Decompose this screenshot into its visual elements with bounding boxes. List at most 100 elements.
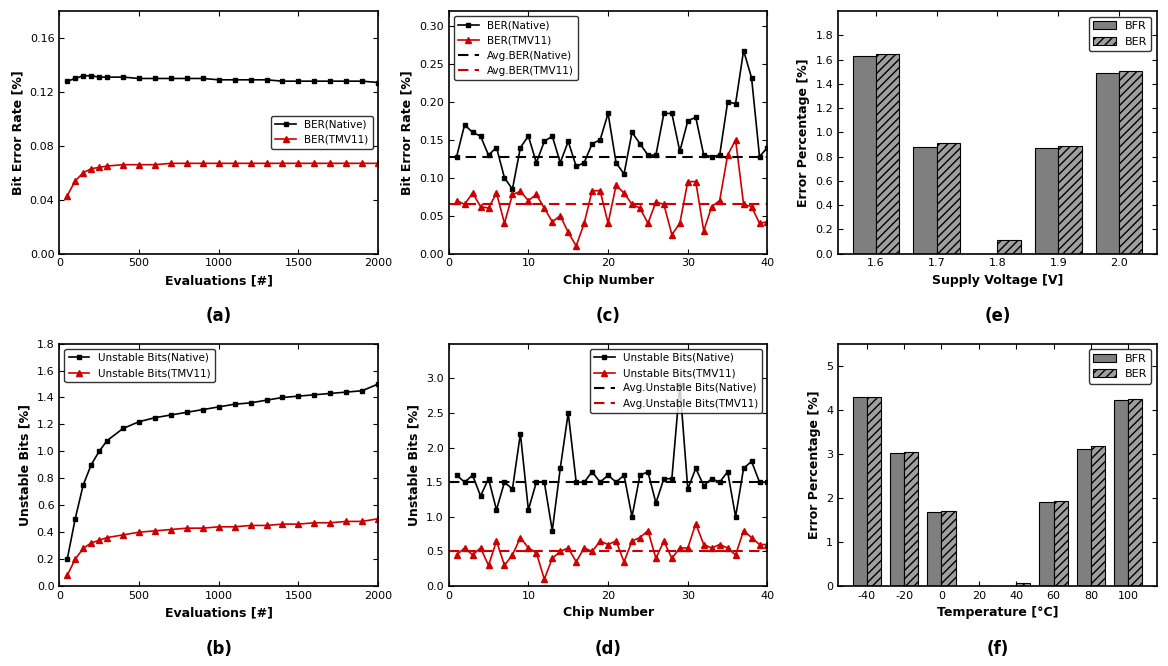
- BER(Native): [721, 98, 735, 106]
- BER(TMV11): [649, 198, 663, 206]
- Unstable Bits(TMV11): [681, 544, 695, 552]
- Unstable Bits(Native): [649, 499, 663, 507]
- BER(Native): [61, 77, 75, 85]
- BER(Native): [473, 132, 487, 140]
- Unstable Bits(TMV11): [577, 544, 591, 552]
- Unstable Bits(Native): [61, 555, 75, 563]
- BER(Native): [625, 129, 639, 137]
- Bar: [876, 53, 899, 254]
- BER(TMV11): [68, 177, 82, 185]
- Bar: [1128, 399, 1142, 586]
- Unstable Bits(Native): [641, 468, 655, 476]
- X-axis label: Chip Number: Chip Number: [563, 607, 654, 619]
- Bar: [1016, 583, 1030, 586]
- BER(Native): [489, 143, 503, 151]
- Unstable Bits(Native): [228, 400, 242, 408]
- Y-axis label: Bit Error Rate [%]: Bit Error Rate [%]: [401, 70, 413, 194]
- BER(TMV11): [521, 196, 535, 204]
- Unstable Bits(Native): [481, 475, 495, 483]
- Text: (a): (a): [206, 308, 231, 326]
- Unstable Bits(TMV11): [68, 555, 82, 563]
- Unstable Bits(TMV11): [466, 551, 480, 559]
- BER(TMV11): [744, 202, 758, 210]
- X-axis label: Supply Voltage [V]: Supply Voltage [V]: [932, 274, 1063, 287]
- BER(TMV11): [466, 189, 480, 197]
- Unstable Bits(Native): [656, 475, 670, 483]
- Legend: Unstable Bits(Native), Unstable Bits(TMV11), Avg.Unstable Bits(Native), Avg.Unst: Unstable Bits(Native), Unstable Bits(TMV…: [590, 349, 763, 413]
- Y-axis label: Bit Error Rate [%]: Bit Error Rate [%]: [12, 70, 25, 194]
- BER(Native): [656, 109, 670, 117]
- Unstable Bits(TMV11): [641, 527, 655, 535]
- Unstable Bits(Native): [529, 478, 543, 486]
- BER(Native): [633, 140, 647, 148]
- BER(TMV11): [712, 196, 726, 204]
- Bar: [1119, 71, 1142, 254]
- BER(Native): [752, 153, 766, 161]
- BER(Native): [602, 109, 616, 117]
- BER(TMV11): [244, 159, 258, 167]
- Unstable Bits(Native): [196, 406, 210, 414]
- BER(Native): [689, 113, 703, 121]
- BER(Native): [744, 74, 758, 82]
- BER(TMV11): [458, 200, 472, 208]
- BER(Native): [514, 143, 528, 151]
- Unstable Bits(TMV11): [593, 537, 607, 545]
- BER(Native): [164, 75, 178, 83]
- BER(Native): [577, 159, 591, 166]
- Unstable Bits(TMV11): [760, 541, 774, 549]
- Bar: [1054, 501, 1068, 586]
- BER(TMV11): [585, 186, 599, 194]
- BER(TMV11): [721, 151, 735, 159]
- BER(TMV11): [307, 159, 321, 167]
- BER(TMV11): [673, 219, 687, 227]
- Unstable Bits(Native): [721, 468, 735, 476]
- BER(Native): [704, 153, 718, 161]
- Unstable Bits(TMV11): [489, 537, 503, 545]
- BER(Native): [355, 77, 369, 85]
- Avg.Unstable Bits(Native): [450, 478, 464, 486]
- Unstable Bits(TMV11): [712, 541, 726, 549]
- Legend: Unstable Bits(Native), Unstable Bits(TMV11): Unstable Bits(Native), Unstable Bits(TMV…: [64, 349, 215, 382]
- BER(TMV11): [228, 159, 242, 167]
- Legend: BFR, BER: BFR, BER: [1089, 349, 1152, 384]
- BER(TMV11): [61, 192, 75, 200]
- Unstable Bits(Native): [68, 515, 82, 523]
- Text: (e): (e): [985, 308, 1010, 326]
- BER(Native): [498, 174, 512, 182]
- Unstable Bits(TMV11): [132, 528, 146, 536]
- BER(TMV11): [554, 212, 568, 220]
- BER(Native): [116, 73, 130, 81]
- BER(TMV11): [593, 186, 607, 194]
- Unstable Bits(TMV11): [561, 544, 575, 552]
- Unstable Bits(TMV11): [721, 544, 735, 552]
- Line: Unstable Bits(TMV11): Unstable Bits(TMV11): [64, 516, 381, 578]
- Unstable Bits(Native): [211, 403, 225, 411]
- Unstable Bits(Native): [704, 475, 718, 483]
- BER(Native): [481, 151, 495, 159]
- Bar: [1058, 146, 1082, 254]
- Unstable Bits(Native): [371, 380, 385, 388]
- Unstable Bits(TMV11): [307, 519, 321, 527]
- Text: (f): (f): [986, 640, 1009, 658]
- Unstable Bits(TMV11): [148, 527, 162, 535]
- Unstable Bits(Native): [339, 388, 353, 396]
- Legend: BER(Native), BER(TMV11), Avg.BER(Native), Avg.BER(TMV11): BER(Native), BER(TMV11), Avg.BER(Native)…: [454, 17, 578, 81]
- Unstable Bits(Native): [729, 513, 743, 521]
- Unstable Bits(TMV11): [324, 519, 338, 527]
- Unstable Bits(Native): [744, 458, 758, 466]
- Avg.Unstable Bits(TMV11): [442, 547, 456, 555]
- Unstable Bits(TMV11): [729, 551, 743, 559]
- BER(TMV11): [481, 204, 495, 212]
- BER(Native): [737, 47, 751, 55]
- BER(Native): [276, 77, 290, 85]
- Line: BER(TMV11): BER(TMV11): [454, 137, 770, 249]
- Unstable Bits(Native): [514, 430, 528, 438]
- Bar: [890, 453, 904, 586]
- BER(TMV11): [625, 200, 639, 208]
- Unstable Bits(Native): [132, 418, 146, 426]
- BER(TMV11): [450, 196, 464, 204]
- BER(TMV11): [617, 189, 631, 197]
- Unstable Bits(TMV11): [514, 533, 528, 541]
- BER(Native): [569, 163, 583, 170]
- Unstable Bits(Native): [84, 461, 98, 469]
